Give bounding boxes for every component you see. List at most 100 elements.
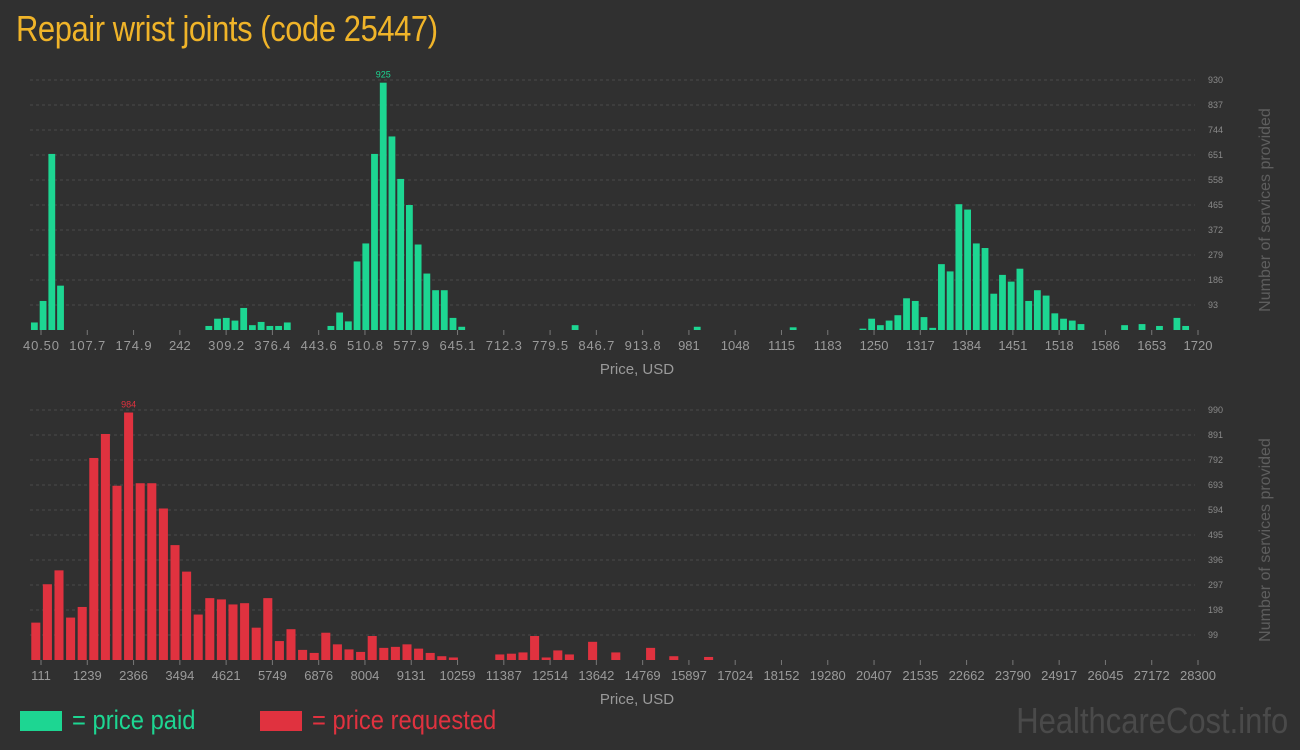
- chart2-bar: [495, 654, 505, 660]
- chart2-bar: [344, 649, 354, 660]
- chart2-x-tick-label: 24917: [1041, 668, 1077, 683]
- chart2-bar: [437, 656, 447, 660]
- chart2-x-tick-label: 2366: [119, 668, 148, 683]
- chart1-y-tick-label: 930: [1208, 75, 1223, 85]
- chart2-x-tick-label: 17024: [717, 668, 753, 683]
- chart2-x-tick-label: 19280: [810, 668, 846, 683]
- chart1-peak-label: 925: [376, 70, 391, 80]
- chart1-bar: [946, 271, 954, 330]
- chart2-x-tick-label: 14769: [625, 668, 661, 683]
- chart1-bar: [571, 325, 579, 330]
- chart1-x-tick-label: 1317: [906, 338, 935, 353]
- chart1-bar: [1156, 325, 1163, 330]
- page-title: Repair wrist joints (code 25447): [16, 8, 438, 49]
- chart2-bar: [286, 629, 296, 660]
- chart1-bar: [955, 204, 963, 330]
- chart2-x-tick-label: 27172: [1134, 668, 1170, 683]
- chart1-bar: [458, 326, 466, 330]
- chart2-x-tick-label: 10259: [440, 668, 476, 683]
- chart1-bar: [388, 136, 396, 330]
- chart1-bar: [1060, 318, 1067, 330]
- chart1-bar: [344, 321, 352, 330]
- chart1-x-tick-label: 1250: [860, 338, 889, 353]
- legend-swatch-price-requested: [260, 710, 303, 731]
- chart2-bar: [205, 598, 215, 660]
- chart1-bar: [1121, 325, 1128, 330]
- chart1-x-tick-label: 107.7: [69, 338, 105, 353]
- chart1-x-tick-label: 1518: [1045, 338, 1074, 353]
- chart1-bar: [214, 318, 221, 330]
- chart1-y-tick-label: 558: [1208, 175, 1223, 185]
- chart2-y-tick-label: 297: [1208, 580, 1223, 590]
- chart1-x-tick-label: 645.1: [440, 338, 476, 353]
- chart1-bar: [397, 178, 405, 330]
- chart2-bar: [588, 641, 598, 660]
- chart2-y-tick-label: 594: [1208, 505, 1223, 515]
- chart1-bar: [362, 243, 370, 330]
- chart2-bar: [42, 584, 52, 660]
- chart2-bar: [611, 652, 621, 660]
- chart1-bar: [39, 300, 47, 330]
- chart2-y-tick-label: 990: [1208, 405, 1223, 415]
- chart2-bar: [356, 651, 366, 660]
- chart2-y-tick-label: 198: [1208, 605, 1223, 615]
- chart2-x-tick-label: 23790: [995, 668, 1031, 683]
- chart2-x-tick-label: 12514: [532, 668, 568, 683]
- chart1-bar: [266, 325, 274, 330]
- chart2-x-tick-label: 4621: [212, 668, 241, 683]
- chart1-bar: [981, 248, 989, 330]
- chart1-x-tick-label: 1115: [768, 338, 795, 353]
- chart1-bar: [903, 298, 910, 330]
- chart2-bar: [704, 656, 714, 660]
- chart1-bar: [693, 326, 701, 330]
- chart1-x-axis-label: Price, USD: [600, 361, 674, 378]
- chart1-x-tick-label: 981: [678, 338, 700, 353]
- chart1-y-tick-label: 837: [1208, 100, 1223, 110]
- chart2-y-tick-label: 99: [1208, 630, 1218, 640]
- chart2-bar: [112, 485, 122, 660]
- chart1-bar: [1051, 313, 1059, 330]
- chart1-bar: [1138, 324, 1146, 330]
- chart2-y-axis-label: Number of services provided: [1257, 438, 1274, 642]
- chart1-bar: [275, 325, 282, 330]
- chart1-x-tick-label: 1586: [1091, 338, 1120, 353]
- chart1-bar: [876, 325, 884, 330]
- chart2-bar: [402, 644, 412, 660]
- chart1-bar: [405, 205, 413, 330]
- chart1-bar: [1173, 317, 1181, 330]
- chart2-bar: [506, 653, 516, 660]
- chart2-x-tick-label: 21535: [902, 668, 938, 683]
- chart2-x-tick-label: 20407: [856, 668, 892, 683]
- chart2-bar: [240, 603, 250, 660]
- chart2-x-tick-label: 11387: [486, 668, 522, 683]
- chart2-bar: [669, 656, 679, 660]
- chart2-bar: [321, 632, 331, 660]
- chart2-y-tick-label: 396: [1208, 555, 1223, 565]
- chart1-bar: [449, 317, 457, 330]
- chart1-bar: [789, 327, 797, 330]
- chart2-bar: [158, 508, 168, 660]
- chart1-bar: [1016, 268, 1024, 330]
- legend-swatch-price-paid: [20, 710, 62, 731]
- legend: = price paid = price requested: [20, 705, 570, 736]
- chart1-x-tick-label: 1384: [952, 338, 981, 353]
- chart2-x-tick-label: 111: [31, 668, 51, 683]
- chart1-bar: [423, 273, 431, 330]
- chart2-bar: [518, 652, 528, 660]
- chart1-bar: [999, 274, 1006, 330]
- chart1-x-tick-label: 846.7: [578, 338, 614, 353]
- legend-label-price-requested: = price requested: [312, 705, 497, 735]
- chart2-peak-label: 984: [121, 400, 136, 410]
- chart1-bar: [894, 315, 902, 330]
- chart1-bar: [379, 82, 387, 330]
- chart1-x-tick-label: 40.50: [23, 338, 59, 353]
- chart1-bar: [240, 307, 248, 330]
- chart1-y-tick-label: 93: [1208, 300, 1218, 310]
- chart2-bar: [564, 654, 574, 660]
- chart1-bar: [972, 243, 980, 330]
- chart1-bar: [1007, 281, 1015, 330]
- chart2-bar: [298, 649, 308, 660]
- chart2-bar: [274, 641, 284, 660]
- chart1-bar: [929, 327, 937, 330]
- chart2-bar: [646, 647, 656, 660]
